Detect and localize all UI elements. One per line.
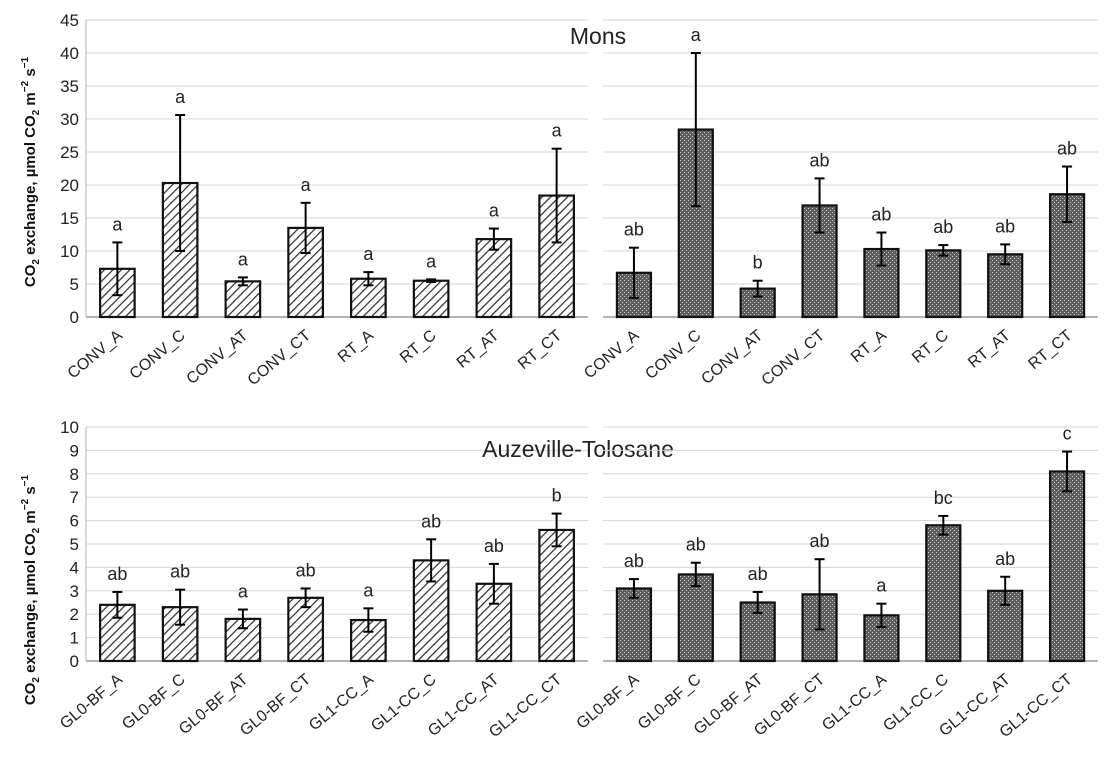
significance-label: a (112, 214, 123, 234)
bar (475, 238, 513, 319)
bar (287, 596, 324, 663)
x-tick-label: RT_CT (1025, 327, 1075, 373)
significance-label: ab (421, 511, 441, 531)
significance-label: a (175, 87, 186, 107)
y-axis-label-bottom: CO2 exchange, µmol CO2 m−2 s−1 (20, 474, 42, 705)
x-tick-label: RT_AT (965, 327, 1014, 372)
y-tick-label: 9 (70, 441, 79, 460)
significance-label: ab (810, 531, 830, 551)
significance-label: ab (995, 216, 1015, 236)
bar (677, 573, 714, 663)
y-tick-label: 5 (70, 535, 79, 554)
bar (224, 280, 262, 319)
x-tick-label: RT_A (335, 327, 377, 366)
y-tick-label: 45 (60, 11, 79, 30)
significance-label: ab (484, 536, 504, 556)
x-tick-label: CONV_AT (184, 327, 252, 388)
y-tick-label: 6 (70, 512, 79, 531)
site-title: Auzeville-Tolosane (482, 436, 674, 462)
x-tick-label: CONV_AT (698, 327, 766, 388)
y-tick-label: 3 (70, 582, 79, 601)
bar (412, 279, 450, 319)
y-tick-label: 20 (60, 176, 79, 195)
x-tick-label: RT_AT (454, 327, 503, 372)
x-tick-label: GL1-CC_A (819, 671, 890, 735)
y-tick-label: 8 (70, 465, 79, 484)
x-tick-label: CONV_A (581, 327, 643, 383)
y-tick-label: 1 (70, 629, 79, 648)
significance-label: a (876, 576, 887, 596)
significance-label: a (301, 175, 312, 195)
significance-label: b (753, 253, 763, 273)
significance-label: a (552, 121, 563, 141)
y-tick-label: 40 (60, 44, 79, 63)
x-tick-label: RT_CT (515, 327, 565, 373)
y-tick-label: 35 (60, 77, 79, 96)
significance-label: ab (933, 217, 953, 237)
significance-label: b (552, 486, 562, 506)
x-tick-label: CONV_CT (759, 327, 829, 389)
bar (925, 524, 962, 663)
bar (538, 528, 575, 663)
x-tick-label: RT_C (397, 327, 440, 367)
bar (1048, 470, 1086, 663)
significance-label: ab (810, 150, 830, 170)
x-tick-label: CONV_A (65, 327, 127, 383)
significance-label: ab (995, 549, 1015, 569)
significance-label: ab (686, 535, 706, 555)
significance-label: ab (624, 220, 644, 240)
significance-label: ab (296, 560, 316, 580)
significance-label: ab (624, 551, 644, 571)
x-tick-label: CONV_C (642, 327, 704, 383)
significance-label: a (238, 249, 249, 269)
x-tick-label: GL0-BF_A (574, 671, 643, 733)
y-tick-label: 0 (70, 308, 79, 327)
y-tick-label: 7 (70, 488, 79, 507)
bar (925, 249, 962, 319)
y-tick-label: 5 (70, 275, 79, 294)
significance-label: ab (871, 205, 891, 225)
significance-label: a (426, 251, 437, 271)
significance-label: a (238, 582, 249, 602)
x-tick-label: CONV_CT (245, 327, 315, 389)
y-tick-label: 10 (60, 242, 79, 261)
significance-label: c (1063, 424, 1072, 444)
significance-label: a (363, 580, 374, 600)
y-tick-label: 25 (60, 143, 79, 162)
x-tick-label: GL0-BF_A (57, 671, 126, 733)
significance-label: a (489, 201, 500, 221)
significance-label: ab (748, 564, 768, 584)
significance-label: bc (934, 488, 953, 508)
y-tick-label: 30 (60, 110, 79, 129)
x-tick-label: CONV_C (127, 327, 189, 383)
x-tick-label: RT_A (848, 327, 890, 366)
y-tick-label: 15 (60, 209, 79, 228)
significance-label: ab (1057, 139, 1077, 159)
y-axis-label-top: CO2 exchange, µmol CO2 m−2 s−1 (20, 56, 42, 287)
significance-label: a (691, 25, 702, 45)
significance-label: ab (170, 562, 190, 582)
y-tick-label: 4 (70, 558, 79, 577)
x-tick-label: GL1-CC_A (306, 671, 377, 735)
y-tick-label: 0 (70, 652, 79, 671)
significance-label: a (363, 244, 374, 264)
y-tick-label: 2 (70, 605, 79, 624)
x-tick-label: RT_C (909, 327, 952, 367)
y-tick-label: 10 (60, 418, 79, 437)
site-title: Mons (570, 23, 626, 49)
bar (615, 587, 653, 663)
significance-label: ab (107, 564, 127, 584)
